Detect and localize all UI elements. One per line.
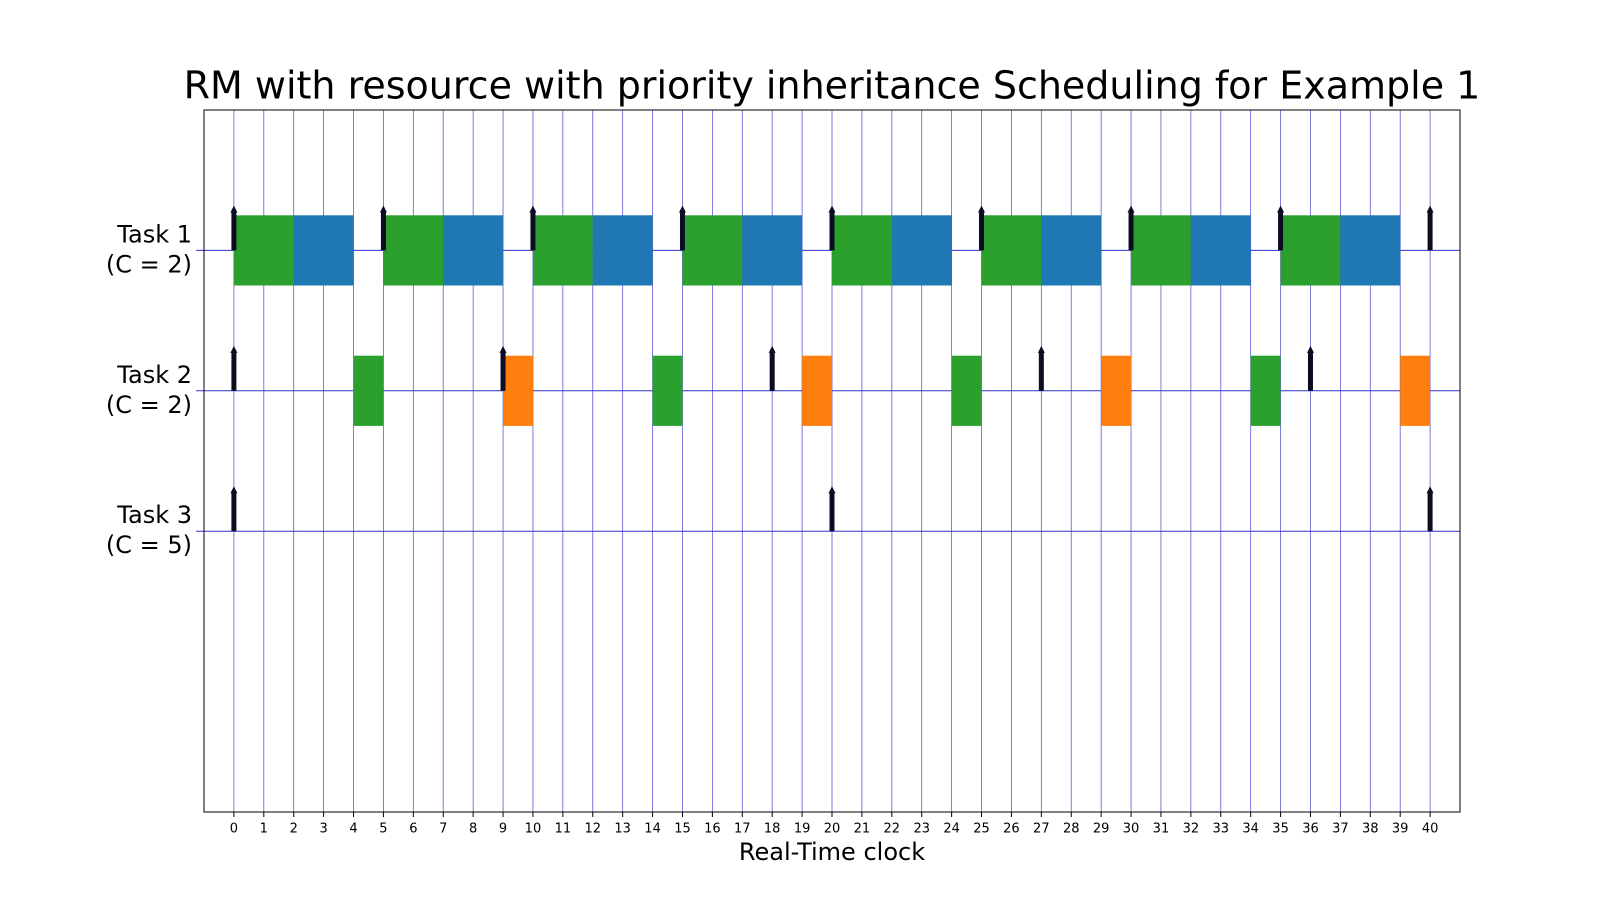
release-arrow (1426, 486, 1434, 532)
x-tick-label: 0 (230, 822, 238, 837)
release-arrow (230, 486, 238, 532)
x-tick-label: 2 (290, 822, 298, 837)
release-arrow (379, 205, 387, 251)
execution-block (532, 215, 593, 286)
x-tick-label: 27 (1033, 822, 1050, 837)
execution-block (1190, 215, 1251, 286)
x-tick-label: 33 (1212, 822, 1229, 837)
x-tick-label: 5 (379, 822, 387, 837)
x-tick-label: 36 (1302, 822, 1319, 837)
execution-block (353, 355, 384, 426)
execution-block (383, 215, 444, 286)
x-tick-label: 12 (584, 822, 601, 837)
x-tick-label: 28 (1063, 822, 1080, 837)
x-tick-label: 1 (260, 822, 268, 837)
task-cost: (C = 5) (106, 531, 192, 559)
x-tick-label: 3 (319, 822, 327, 837)
execution-block (891, 215, 952, 286)
release-arrow (828, 486, 836, 532)
task-label: Task 1 (116, 220, 192, 248)
x-tick-label: 18 (764, 822, 781, 837)
execution-block (832, 215, 892, 286)
x-tick-label: 17 (734, 822, 751, 837)
release-arrow (499, 345, 507, 391)
execution-block (802, 355, 832, 426)
x-tick-label: 16 (704, 822, 721, 837)
release-arrow (768, 345, 776, 391)
release-arrow (1037, 345, 1045, 391)
x-tick-label: 32 (1183, 822, 1200, 837)
execution-block (1131, 215, 1191, 286)
x-tick-label: 39 (1392, 822, 1409, 837)
x-tick-label: 34 (1242, 822, 1259, 837)
execution-block (1041, 215, 1102, 286)
x-tick-label: 22 (884, 822, 901, 837)
x-tick-label: 8 (469, 822, 477, 837)
task-label: Task 2 (116, 361, 192, 389)
release-arrow (828, 205, 836, 251)
task-cost: (C = 2) (106, 391, 192, 419)
x-tick-label: 13 (614, 822, 631, 837)
x-tick-label: 15 (674, 822, 691, 837)
release-arrow (978, 205, 986, 251)
execution-block (293, 215, 354, 286)
execution-block (652, 355, 683, 426)
x-tick-label: 38 (1362, 822, 1379, 837)
execution-block (443, 215, 504, 286)
task-label: Task 3 (116, 501, 192, 529)
x-tick-label: 9 (499, 822, 507, 837)
x-axis-label: Real-Time clock (739, 838, 925, 866)
execution-block (592, 215, 653, 286)
execution-block (1101, 355, 1132, 426)
execution-block (1340, 215, 1401, 286)
execution-block (951, 355, 982, 426)
execution-block (233, 215, 294, 286)
execution-block (682, 215, 743, 286)
x-tick-label: 37 (1332, 822, 1349, 837)
x-tick-label: 29 (1093, 822, 1110, 837)
release-arrow (230, 345, 238, 391)
execution-block (503, 355, 533, 426)
x-tick-label: 40 (1422, 822, 1439, 837)
execution-block (1250, 355, 1281, 426)
x-tick-label: 26 (1003, 822, 1020, 837)
x-tick-label: 6 (409, 822, 417, 837)
execution-block (742, 215, 803, 286)
release-arrow (1426, 205, 1434, 251)
x-tick-label: 14 (644, 822, 661, 837)
chart-title: RM with resource with priority inheritan… (184, 64, 1481, 108)
x-tick-label: 35 (1272, 822, 1289, 837)
x-tick-label: 19 (794, 822, 811, 837)
x-tick-label: 11 (555, 822, 572, 837)
x-tick-label: 4 (349, 822, 357, 837)
release-arrow (678, 205, 686, 251)
release-arrow (529, 205, 537, 251)
x-tick-label: 23 (913, 822, 930, 837)
release-arrow (1277, 205, 1285, 251)
x-tick-label: 21 (854, 822, 871, 837)
x-tick-label: 30 (1123, 822, 1140, 837)
x-tick-label: 20 (824, 822, 841, 837)
x-tick-label: 24 (943, 822, 960, 837)
x-tick-label: 7 (439, 822, 447, 837)
plot-frame (203, 109, 1461, 813)
task-cost: (C = 2) (106, 250, 192, 278)
execution-block (1400, 355, 1431, 426)
release-arrow (1127, 205, 1135, 251)
release-arrow (230, 205, 238, 251)
x-tick-label: 25 (973, 822, 990, 837)
release-arrow (1306, 345, 1314, 391)
execution-block (1280, 215, 1341, 286)
execution-block (981, 215, 1042, 286)
x-tick-label: 31 (1153, 822, 1170, 837)
x-tick-label: 10 (525, 822, 542, 837)
